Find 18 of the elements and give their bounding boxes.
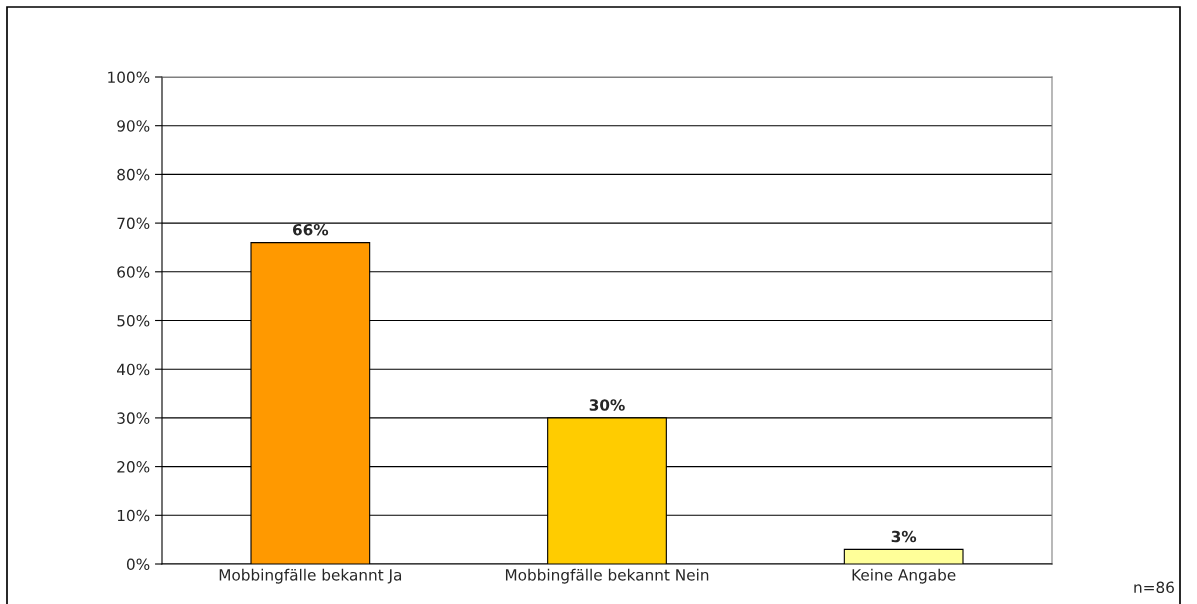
- y-tick-label: 20%: [117, 461, 150, 473]
- y-tick-label: 60%: [117, 266, 150, 278]
- y-tick-label: 10%: [117, 509, 150, 522]
- y-tick-label: 100%: [108, 71, 150, 84]
- y-tick-label: 70%: [117, 217, 150, 230]
- y-tick-label: 30%: [117, 412, 150, 424]
- x-tick-label: Mobbingfälle bekannt Ja: [219, 568, 402, 584]
- y-tick-label: 0%: [126, 558, 150, 571]
- y-tick-label: 90%: [117, 120, 150, 132]
- x-tick-label: Mobbingfälle bekannt Nein: [505, 568, 709, 584]
- data-label: 3%: [891, 530, 917, 543]
- y-tick-label: 50%: [117, 314, 150, 327]
- y-tick-label: 80%: [117, 168, 150, 181]
- x-tick-label: Keine Angabe: [852, 568, 956, 584]
- data-label: 30%: [589, 399, 625, 411]
- text: n=86: [1134, 581, 1174, 594]
- y-tick-label: 40%: [116, 363, 150, 376]
- data-label: 66%: [293, 223, 329, 236]
